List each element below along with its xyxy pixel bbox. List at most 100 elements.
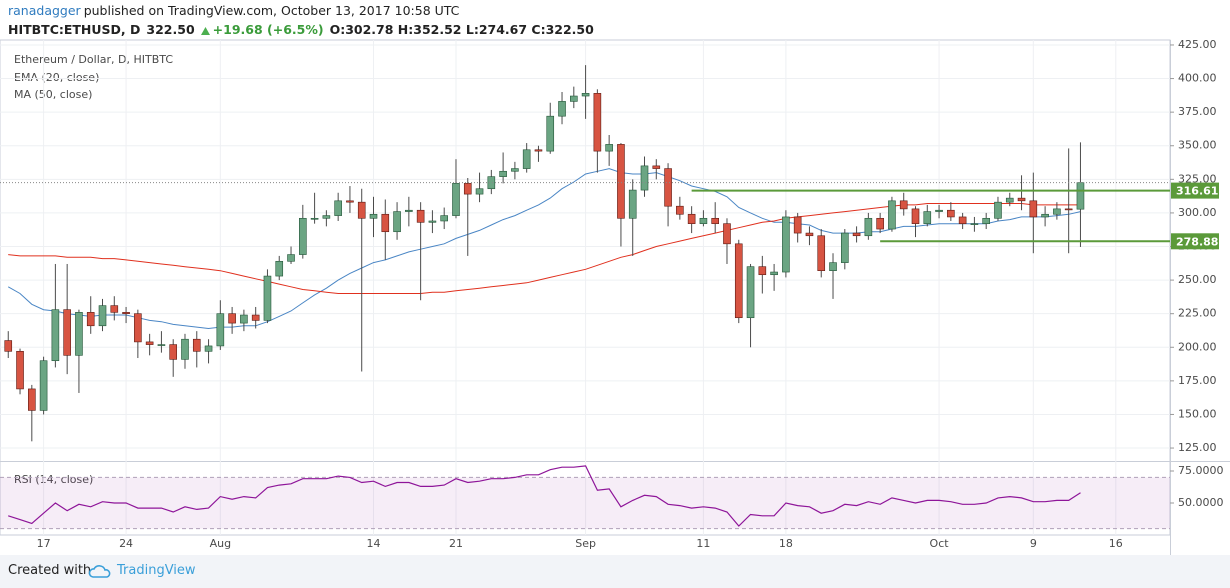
candle-body: [617, 144, 625, 219]
candle-body: [970, 223, 979, 225]
candle-body: [452, 183, 460, 216]
candle-body: [4, 340, 13, 352]
candle-body: [876, 217, 884, 230]
candle-body: [75, 312, 83, 356]
candle-body: [51, 309, 60, 362]
candle-body: [157, 344, 166, 346]
up-icon: [200, 26, 210, 35]
candle-body: [192, 338, 201, 352]
y-tick-label: 150.00: [1178, 407, 1217, 420]
grid: [0, 40, 1170, 535]
candle-body: [558, 101, 566, 117]
candle-body: [676, 205, 684, 215]
brand-logo: [88, 565, 111, 578]
candle-body: [216, 313, 225, 347]
published: published on TradingView.com, October 13…: [83, 3, 460, 18]
candle-body: [1076, 182, 1085, 210]
candle-body: [251, 314, 260, 321]
author[interactable]: ranadagger: [8, 3, 81, 18]
x-tick-label: Sep: [575, 537, 596, 550]
x-tick-label: 11: [696, 537, 710, 550]
candle-body: [122, 312, 130, 314]
candle-body: [334, 200, 342, 216]
candle-body: [16, 351, 24, 390]
candle-body: [758, 266, 767, 276]
candle-body: [793, 216, 802, 234]
y-tick-label: 75.0000: [1178, 464, 1224, 477]
x-tick-label: 17: [37, 537, 51, 550]
candle-body: [640, 165, 649, 191]
y-tick-label: 425.00: [1178, 38, 1217, 51]
candle-body: [299, 217, 307, 255]
symbol-line: HITBTC:ETHUSD, D 322.50 +19.68 (+6.5%) O:30…: [8, 22, 600, 37]
candle-body: [487, 176, 496, 190]
indicator-line: [7, 168, 1081, 330]
candle-body: [204, 345, 213, 352]
candle-body: [310, 217, 319, 220]
candle-body: [829, 262, 837, 271]
candle-body: [499, 170, 507, 177]
candle-body: [711, 217, 719, 224]
x-tick-label: Oct: [930, 537, 950, 550]
candle-body: [28, 388, 36, 411]
publish-line: ranadagger published on TradingView.com, …: [8, 3, 465, 18]
candle-body: [416, 209, 425, 223]
candle-body: [511, 168, 519, 172]
candle-body: [805, 232, 814, 237]
candle-body: [958, 216, 967, 224]
candle-body: [263, 275, 272, 321]
candle-body: [98, 305, 107, 327]
chart-title: Ethereum / Dollar, D, HITBTC: [14, 53, 173, 66]
candle-body: [428, 220, 437, 223]
candle-body: [63, 309, 71, 356]
candle-body: [570, 95, 578, 102]
candle-body: [628, 189, 637, 219]
candle-body: [534, 149, 543, 152]
y-tick-label: 350.00: [1178, 139, 1217, 152]
legend-entry: EMA (20, close): [14, 71, 99, 84]
candle-body: [463, 183, 472, 195]
y-tick-label: 250.00: [1178, 273, 1217, 286]
candle-body: [275, 260, 284, 277]
change: +19.68 (+6.5%): [212, 22, 324, 37]
y-tick-label: 125.00: [1178, 441, 1217, 454]
candle-body: [369, 213, 378, 219]
candle-body: [134, 313, 142, 343]
footer: Created with TradingView: [0, 555, 1230, 588]
created-with: Created with: [8, 563, 92, 578]
y-tick-label: 225.00: [1178, 307, 1217, 320]
x-tick-label: 9: [1030, 537, 1037, 550]
candle-body: [982, 217, 990, 224]
y-tick-label: 175.00: [1178, 374, 1217, 387]
candle-body: [1064, 208, 1073, 211]
candle-body: [357, 201, 366, 219]
level-label-box: [1171, 233, 1219, 250]
candle-body: [287, 254, 295, 262]
candle-body: [522, 149, 531, 169]
candle-body: [817, 235, 826, 271]
candle-body: [393, 211, 401, 233]
level-label-box: [1171, 182, 1219, 199]
candle-body: [947, 209, 955, 218]
candle-body: [381, 213, 390, 233]
candle-body: [405, 209, 413, 212]
candle-body: [864, 217, 873, 237]
symbol: HITBTC:ETHUSD, D: [8, 22, 141, 37]
candle-body: [664, 168, 672, 207]
x-tick-label: 21: [449, 537, 463, 550]
x-tick-label: Aug: [210, 537, 231, 550]
y-tick-label: 50.0000: [1178, 496, 1224, 509]
candle-body: [911, 208, 920, 224]
candle-body: [440, 215, 448, 222]
candle-body: [605, 144, 613, 152]
candle-body: [1041, 213, 1049, 218]
candle-body: [581, 93, 590, 97]
candle-body: [888, 200, 896, 230]
y-tick-label: 400.00: [1178, 72, 1217, 85]
x-tick-label: 24: [119, 537, 133, 550]
y-tick-label: 200.00: [1178, 340, 1217, 353]
brand[interactable]: TradingView: [117, 563, 196, 578]
candle-body: [699, 217, 708, 224]
